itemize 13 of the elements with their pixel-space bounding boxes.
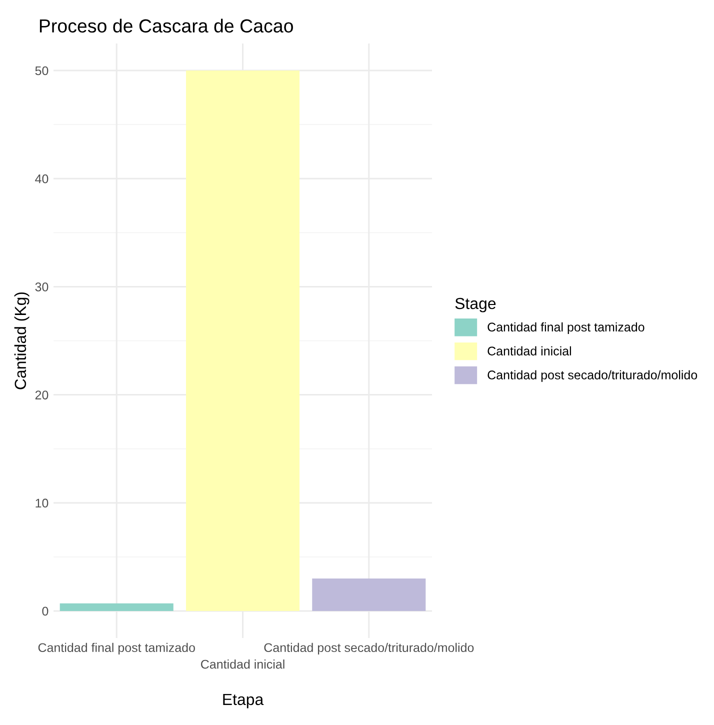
legend-label: Cantidad inicial (488, 346, 572, 356)
chart-title: Proceso de Cascara de Cacao (40, 18, 293, 33)
y-tick-label: 40 (35, 174, 48, 184)
x-axis-title: Etapa (223, 694, 264, 708)
y-axis-title: Cantidad (Kg) (14, 292, 30, 390)
y-tick-label: 0 (42, 606, 48, 616)
y-tick-label: 50 (35, 66, 48, 76)
legend-title: Stage (455, 298, 496, 312)
y-tick-label: 20 (35, 390, 48, 400)
legend-label: Cantidad post secado/triturado/molido (488, 370, 698, 382)
y-tick-label: 30 (35, 282, 48, 292)
y-tick-label: 10 (36, 498, 48, 508)
legend-label: Cantidad final post tamizado (488, 322, 644, 334)
